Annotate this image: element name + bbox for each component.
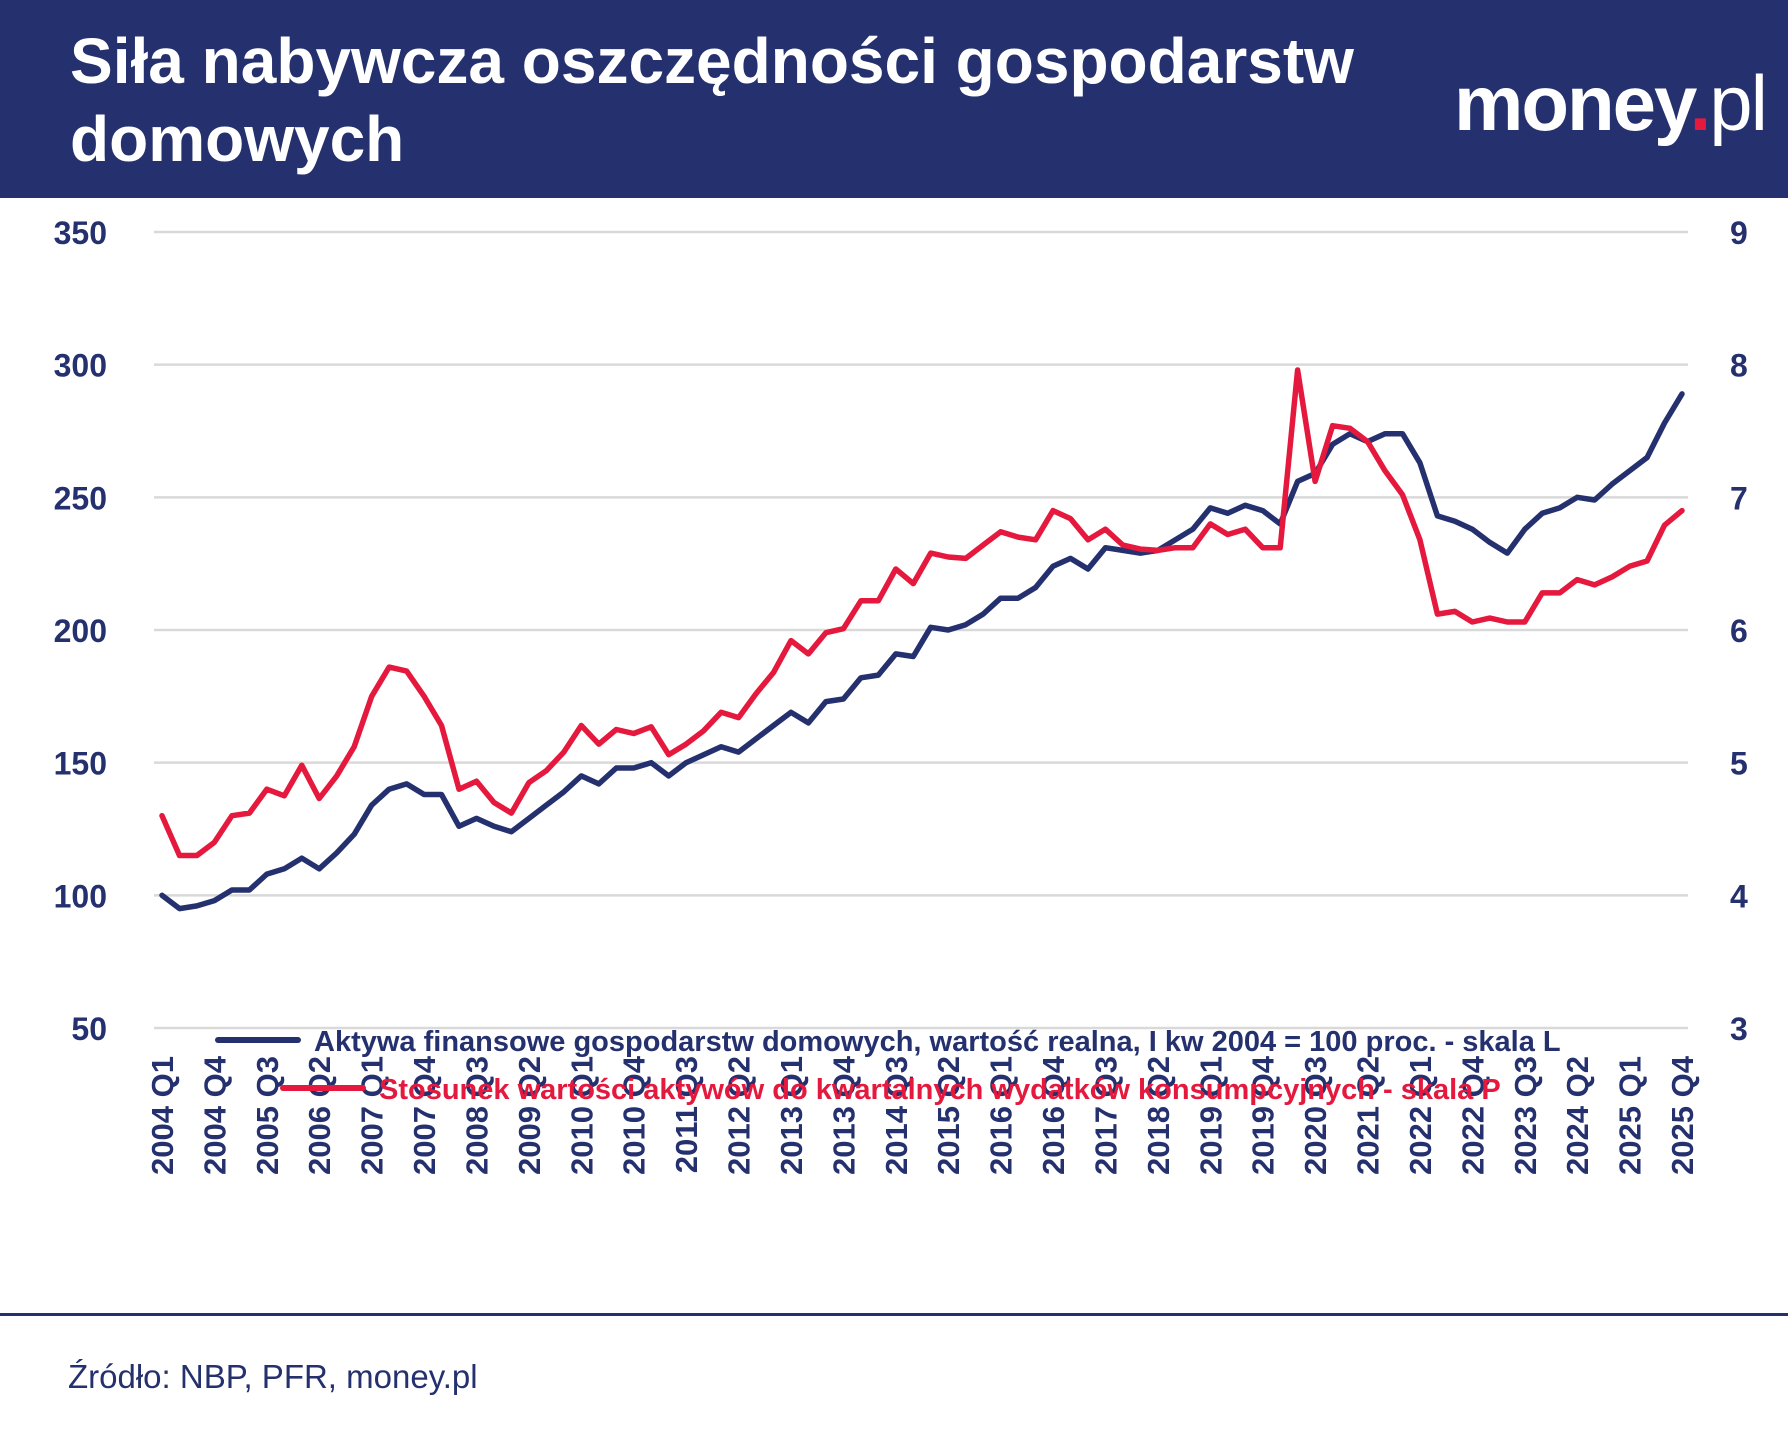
x-tick-label: 2014 Q3 <box>879 1056 914 1175</box>
right-tick-label: 8 <box>1730 348 1748 384</box>
x-tick-label: 2019 Q1 <box>1193 1056 1228 1175</box>
x-tick-label: 2013 Q4 <box>826 1055 861 1175</box>
legend: Aktywa finansowe gospodarstw domowych, w… <box>215 1026 1561 1106</box>
right-tick-label: 4 <box>1730 878 1748 914</box>
x-tick-label: 2016 Q4 <box>1036 1055 1071 1175</box>
source-note: Źródło: NBP, PFR, money.pl <box>68 1358 478 1395</box>
left-tick-label: 350 <box>54 215 107 251</box>
logo-name: money <box>1453 59 1692 147</box>
logo-dot: . <box>1689 59 1712 147</box>
left-tick-label: 250 <box>54 480 107 516</box>
left-tick-label: 100 <box>54 878 107 914</box>
x-tick-label: 2015 Q2 <box>931 1056 966 1175</box>
x-tick-label: 2020 Q3 <box>1298 1056 1333 1175</box>
x-axis-ticks: 2004 Q1 2004 Q4 2005 Q3 2006 Q2 2007 Q1 2007 … <box>145 1055 1700 1175</box>
x-tick-label: 2010 Q4 <box>617 1055 652 1175</box>
legend-label: Stosunek wartości aktywów do kwartalnych… <box>379 1074 1501 1106</box>
right-tick-label: 6 <box>1730 613 1748 649</box>
x-tick-label: 2024 Q2 <box>1560 1056 1595 1175</box>
x-tick-label: 2007 Q4 <box>407 1055 442 1175</box>
series-line-ratio <box>159 367 1685 859</box>
left-tick-label: 150 <box>54 746 107 782</box>
x-tick-label: 2022 Q4 <box>1455 1055 1490 1175</box>
right-tick-label: 7 <box>1730 480 1748 516</box>
money-pl-logo: money.pl <box>1453 58 1768 148</box>
x-tick-label: 2004 Q1 <box>145 1056 180 1175</box>
x-tick-label: 2012 Q2 <box>722 1056 757 1175</box>
x-tick-label: 2025 Q4 <box>1665 1055 1700 1175</box>
right-tick-label: 9 <box>1730 215 1748 251</box>
series-line-assets <box>159 391 1685 912</box>
x-tick-label: 2022 Q1 <box>1403 1056 1438 1175</box>
x-tick-label: 2011 Q3 <box>669 1056 704 1173</box>
left-tick-label: 50 <box>71 1011 107 1047</box>
x-tick-label: 2021 Q2 <box>1351 1056 1386 1175</box>
x-tick-label: 2009 Q2 <box>512 1056 547 1175</box>
right-axis-ticks: 9 8 7 6 5 4 3 <box>1730 215 1748 1047</box>
gridlines <box>154 230 1688 1030</box>
x-tick-label: 2018 Q2 <box>1141 1056 1176 1175</box>
footer-divider <box>0 1313 1788 1316</box>
right-tick-label: 5 <box>1730 746 1748 782</box>
series-lines <box>159 367 1685 912</box>
x-tick-label: 2016 Q1 <box>984 1056 1019 1175</box>
header-banner: Siła nabywcza oszczędności gospodarstw d… <box>0 0 1788 198</box>
left-axis-ticks: 350 300 250 200 150 100 50 <box>54 215 107 1047</box>
x-tick-label: 2004 Q4 <box>197 1055 232 1175</box>
x-tick-label: 2013 Q1 <box>774 1056 809 1175</box>
logo-tld: pl <box>1709 59 1768 147</box>
x-tick-label: 2025 Q1 <box>1613 1056 1648 1175</box>
x-tick-label: 2005 Q3 <box>250 1056 285 1175</box>
x-tick-label: 2010 Q1 <box>564 1056 599 1175</box>
left-tick-label: 300 <box>54 348 107 384</box>
x-tick-label: 2008 Q3 <box>459 1056 494 1175</box>
x-tick-label: 2006 Q2 <box>302 1056 337 1175</box>
chart-title: Siła nabywcza oszczędności gospodarstw d… <box>70 25 1354 175</box>
left-tick-label: 200 <box>54 613 107 649</box>
right-tick-label: 3 <box>1730 1011 1748 1047</box>
legend-label: Aktywa finansowe gospodarstw domowych, w… <box>314 1026 1561 1058</box>
x-tick-label: 2007 Q1 <box>355 1056 390 1175</box>
x-tick-label: 2017 Q3 <box>1088 1056 1123 1175</box>
x-tick-label: 2023 Q3 <box>1508 1056 1543 1175</box>
x-tick-label: 2019 Q4 <box>1246 1055 1281 1175</box>
